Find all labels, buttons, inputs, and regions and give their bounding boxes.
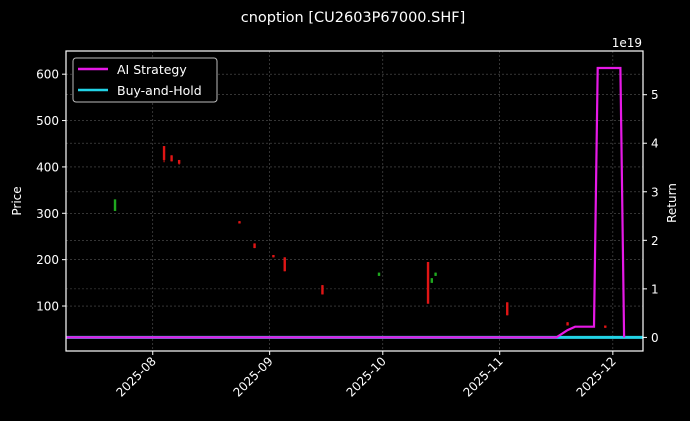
left-tick-label: 100 bbox=[36, 300, 59, 314]
candle-body bbox=[238, 221, 241, 224]
candlesticks bbox=[113, 146, 607, 328]
candle-body bbox=[430, 278, 434, 283]
right-axis-offset: 1e19 bbox=[612, 36, 642, 50]
plot-frame bbox=[65, 50, 644, 352]
left-tick-label: 600 bbox=[36, 68, 59, 82]
legend: AI Strategy Buy-and-Hold bbox=[72, 57, 218, 103]
right-y-axis: 0 1 2 3 4 5 bbox=[643, 88, 659, 345]
x-tick-label: 2025-08 bbox=[114, 354, 159, 399]
strategy-line bbox=[66, 66, 626, 339]
chart-title: cnoption [CU2603P67000.SHF] bbox=[241, 10, 466, 26]
right-tick-label: 5 bbox=[651, 88, 659, 102]
candle-body bbox=[283, 257, 286, 272]
legend-label-buyhold: Buy-and-Hold bbox=[117, 83, 202, 98]
x-tick-label: 2025-10 bbox=[344, 354, 389, 399]
candle-body bbox=[566, 322, 569, 326]
candle-body bbox=[604, 325, 607, 328]
right-tick-label: 1 bbox=[651, 282, 659, 296]
left-tick-label: 500 bbox=[36, 114, 59, 128]
legend-box bbox=[72, 57, 218, 103]
candle-body bbox=[177, 159, 181, 164]
candle-body bbox=[272, 255, 275, 258]
candle-body bbox=[506, 302, 509, 316]
left-y-axis: 100 200 300 400 500 600 bbox=[36, 68, 66, 314]
left-tick-label: 200 bbox=[36, 253, 59, 267]
candle-body bbox=[321, 285, 324, 295]
right-tick-label: 2 bbox=[651, 234, 659, 248]
candle-body bbox=[170, 155, 173, 162]
x-tick-label: 2025-09 bbox=[230, 354, 275, 399]
candle-body bbox=[434, 272, 437, 276]
legend-label-strategy: AI Strategy bbox=[117, 62, 187, 77]
x-tick-label: 2025-11 bbox=[460, 354, 505, 399]
candle-body bbox=[113, 199, 117, 211]
left-axis-label: Price bbox=[10, 186, 24, 215]
left-tick-label: 300 bbox=[36, 207, 59, 221]
right-tick-label: 3 bbox=[651, 185, 659, 199]
left-tick-label: 400 bbox=[36, 160, 59, 174]
return-lines bbox=[66, 66, 643, 339]
x-tick-label: 2025-12 bbox=[574, 354, 619, 399]
candle-body bbox=[426, 261, 430, 304]
right-axis-label: Return bbox=[665, 183, 679, 223]
candle-body bbox=[253, 243, 256, 249]
candle-body bbox=[377, 272, 381, 276]
right-tick-label: 0 bbox=[651, 331, 659, 345]
candle-body bbox=[162, 146, 166, 160]
right-tick-label: 4 bbox=[651, 137, 659, 151]
x-axis: 2025-08 2025-09 2025-10 2025-11 2025-12 bbox=[114, 351, 619, 400]
